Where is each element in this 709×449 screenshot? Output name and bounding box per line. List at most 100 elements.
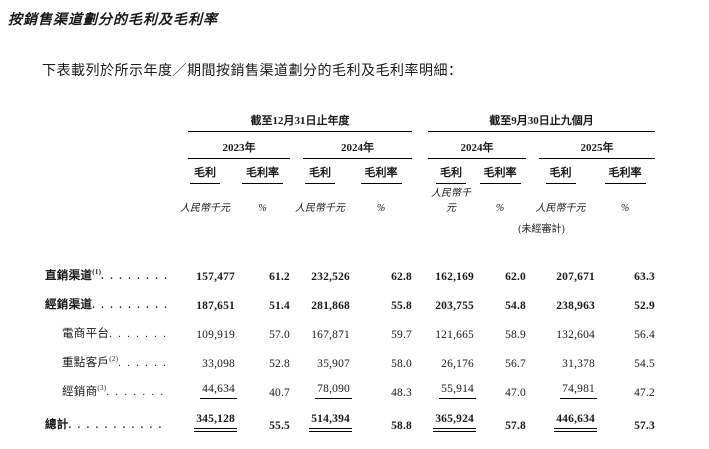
value-cell: 33,098 [202,358,235,370]
table-row-ecommerce-platform: 電商平台 109,919 57.0 167,871 59.7 121,665 5… [45,312,655,341]
value-cell: 35,907 [317,358,350,370]
row-label: 經銷渠道 [45,283,175,312]
value-cell: 281,868 [311,300,350,312]
value-cell: 52.9 [634,300,655,312]
value-cell: 55.8 [391,300,412,312]
year-header-2023: 2023年 [175,132,290,159]
value-cell: 78,090 [290,370,352,399]
dot-leader [109,329,168,340]
column-gap [412,132,428,159]
year-header-2024-9m: 2024年 [428,132,526,159]
value-cell: 54.8 [505,300,526,312]
metric-header-row: 毛利 毛利率 毛利 毛利率 毛利 毛利率 毛利 毛利率 [45,159,655,184]
value-cell: 62.0 [505,271,526,283]
value-cell: 232,526 [311,271,350,283]
row-label: 直銷渠道(1) [45,235,175,283]
unaudited-note-row: (未經審計) [45,214,655,235]
value-cell: 121,665 [435,329,474,341]
unit-header-row: 人民幣千元 % 人民幣千元 % 人民幣千元 % 人民幣千元 % [45,184,655,214]
value-cell: 157,477 [196,271,235,283]
table-row-distribution-channel: 經銷渠道 187,651 51.4 281,868 55.8 203,755 5… [45,283,655,312]
column-gap [412,159,428,184]
value-cell: 26,176 [441,358,474,370]
value-cell: 514,394 [290,399,352,432]
period-group-header-row: 截至12月31日止年度 截至9月30日止九個月 [45,106,655,132]
value-cell: 162,169 [435,271,474,283]
unit-percent: % [258,203,267,214]
value-cell: 74,981 [526,370,597,399]
unit-percent: % [495,203,505,214]
value-cell: 57.3 [634,420,655,432]
table-row-direct-channel: 直銷渠道(1) 157,477 61.2 232,526 62.8 162,16… [45,235,655,283]
unit-percent: % [376,203,386,214]
gross-profit-header: 毛利 [428,159,474,184]
value-cell: 167,871 [311,329,350,341]
row-label: 經銷商(3) [45,370,175,399]
unit-currency: 人民幣千元 [431,188,471,214]
value-cell: 55.5 [269,420,290,432]
row-label: 電商平台 [45,312,175,341]
column-gap [412,106,428,132]
gross-margin-header: 毛利率 [350,159,412,184]
value-cell: 56.7 [505,358,526,370]
value-cell: 238,963 [556,300,595,312]
gross-profit-header: 毛利 [175,159,235,184]
value-cell: 52.8 [269,358,290,370]
value-cell: 56.4 [634,329,655,341]
value-cell: 109,919 [196,329,235,341]
intro-paragraph: 下表載列於所示年度／期間按銷售渠道劃分的毛利及毛利率明細： [42,64,463,79]
value-cell: 59.7 [391,329,412,341]
gross-profit-header: 毛利 [290,159,350,184]
dot-leader [118,358,168,369]
value-cell: 57.8 [505,420,526,432]
value-cell: 44,634 [175,370,237,399]
gross-margin-header: 毛利率 [474,159,526,184]
gross-margin-header: 毛利率 [235,159,290,184]
value-cell: 48.3 [391,387,412,399]
gross-profit-header: 毛利 [526,159,595,184]
value-cell: 57.0 [269,329,290,341]
period-header-annual: 截至12月31日止年度 [175,106,412,132]
value-cell: 58.8 [391,420,412,432]
value-cell: 62.8 [391,271,412,283]
value-cell: 63.3 [634,271,655,283]
unaudited-note: (未經審計) [518,224,565,235]
dot-leader [92,300,168,311]
value-cell: 58.9 [505,329,526,341]
row-label: 重點客戶(2) [45,341,175,370]
table-row-distributors: 經銷商(3) 44,634 40.7 78,090 48.3 55,914 47… [45,370,655,399]
value-cell: 51.4 [269,300,290,312]
year-header-row: 2023年 2024年 2024年 2025年 [45,132,655,159]
unit-currency: 人民幣千元 [180,203,230,214]
year-header-2024: 2024年 [290,132,412,159]
dot-leader [69,420,168,431]
dot-leader [106,387,168,398]
value-cell: 47.2 [634,387,655,399]
gross-profit-table: 截至12月31日止年度 截至9月30日止九個月 2023年 2024年 2024… [45,106,655,432]
value-cell: 203,755 [435,300,474,312]
value-cell: 31,378 [562,358,595,370]
value-cell: 365,924 [428,399,476,432]
value-cell: 132,604 [556,329,595,341]
value-cell: 61.2 [269,271,290,283]
value-cell: 47.0 [505,387,526,399]
value-cell: 446,634 [526,399,597,432]
column-gap [412,184,428,214]
unit-currency: 人民幣千元 [535,203,586,214]
value-cell: 40.7 [269,387,290,399]
year-header-2025-9m: 2025年 [526,132,655,159]
unit-percent: % [620,203,630,214]
value-cell: 54.5 [634,358,655,370]
value-cell: 345,128 [175,399,237,432]
value-cell: 187,651 [196,300,235,312]
period-header-nine-months: 截至9月30日止九個月 [428,106,655,132]
value-cell: 207,671 [556,271,595,283]
table-row-total: 總計 345,128 55.5 514,394 58.8 365,924 57.… [45,399,655,432]
value-cell: 58.0 [391,358,412,370]
row-label: 總計 [45,399,175,432]
table-row-key-accounts: 重點客戶(2) 33,098 52.8 35,907 58.0 26,176 5… [45,341,655,370]
section-title: 按銷售渠道劃分的毛利及毛利率 [8,13,218,28]
gross-margin-header: 毛利率 [595,159,655,184]
value-cell: 55,914 [428,370,476,399]
